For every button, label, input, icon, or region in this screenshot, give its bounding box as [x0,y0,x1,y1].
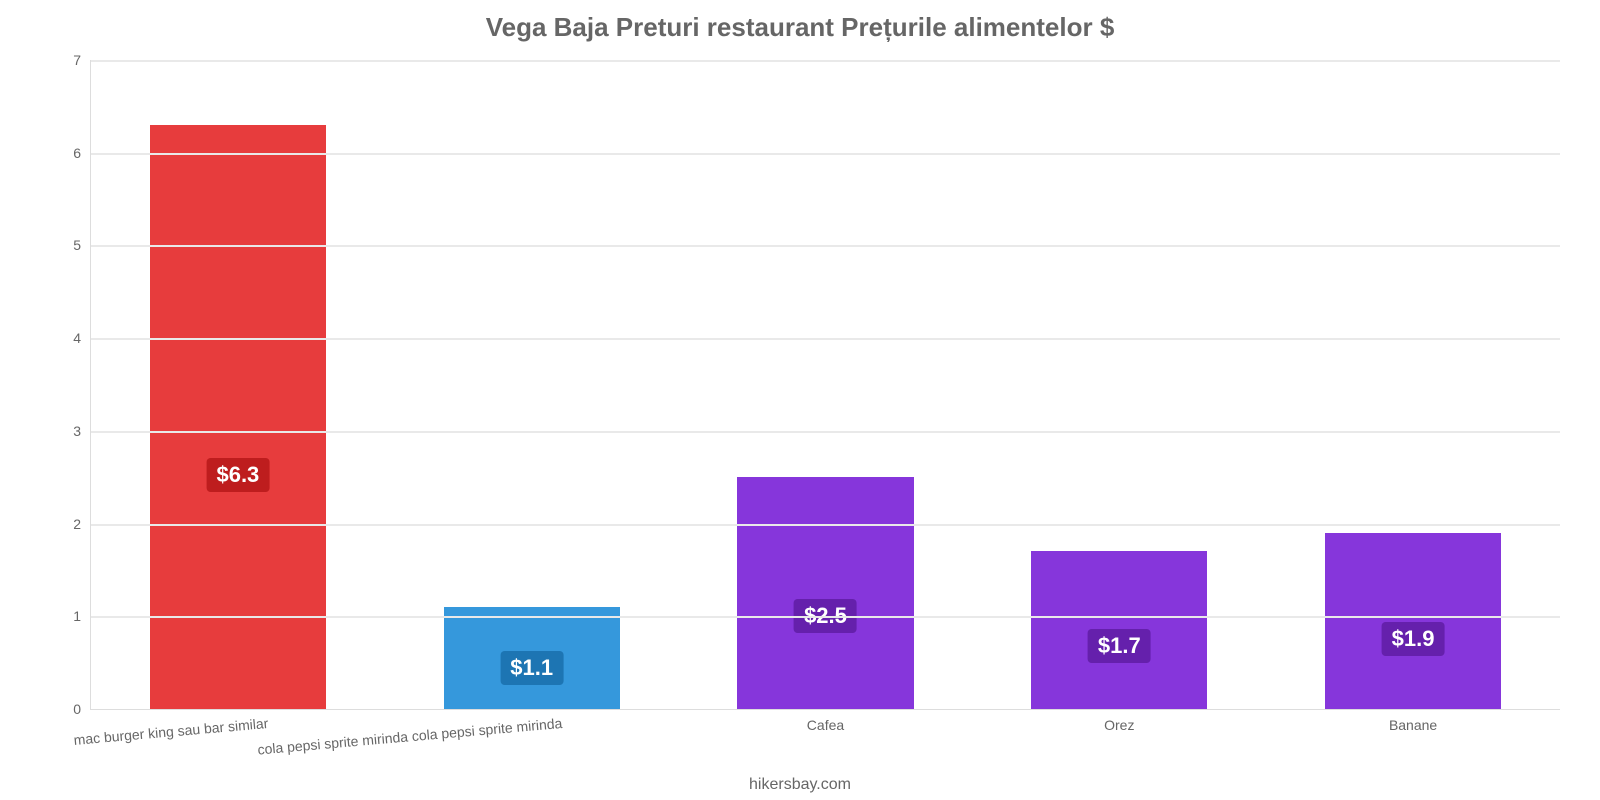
chart-title: Vega Baja Preturi restaurant Prețurile a… [0,12,1600,43]
x-tick-label: Banane [1389,717,1437,733]
y-tick-label: 7 [73,52,91,68]
bar-value-badge: $1.7 [1088,629,1151,663]
gridline [91,60,1560,62]
gridline [91,524,1560,526]
plot-area: $6.3mac burger king sau bar similar$1.1c… [90,60,1560,710]
price-bar-chart: Vega Baja Preturi restaurant Prețurile a… [0,0,1600,800]
bar: $2.5 [737,477,913,709]
bars-container: $6.3mac burger king sau bar similar$1.1c… [91,60,1560,709]
chart-caption: hikersbay.com [0,776,1600,794]
gridline [91,338,1560,340]
bar-slot: $1.9Banane [1266,60,1560,709]
y-tick-label: 1 [73,608,91,624]
bar-slot: $1.1cola pepsi sprite mirinda cola pepsi… [385,60,679,709]
bar-slot: $1.7Orez [972,60,1266,709]
bar-value-badge: $6.3 [206,458,269,492]
y-tick-label: 3 [73,423,91,439]
y-tick-label: 6 [73,145,91,161]
x-tick-label: cola pepsi sprite mirinda cola pepsi spr… [257,715,563,758]
x-tick-label: Cafea [807,717,844,733]
gridline [91,616,1560,618]
gridline [91,245,1560,247]
bar-slot: $6.3mac burger king sau bar similar [91,60,385,709]
bar: $1.7 [1031,551,1207,709]
x-tick-label: Orez [1104,717,1134,733]
y-tick-label: 2 [73,516,91,532]
gridline [91,153,1560,155]
bar-value-badge: $1.9 [1382,622,1445,656]
gridline [91,431,1560,433]
x-tick-label: mac burger king sau bar similar [73,715,269,748]
bar: $1.1 [444,607,620,709]
y-tick-label: 0 [73,701,91,717]
bar-value-badge: $1.1 [500,651,563,685]
y-tick-label: 4 [73,330,91,346]
y-tick-label: 5 [73,237,91,253]
bar: $6.3 [150,125,326,709]
bar: $1.9 [1325,533,1501,709]
bar-slot: $2.5Cafea [679,60,973,709]
